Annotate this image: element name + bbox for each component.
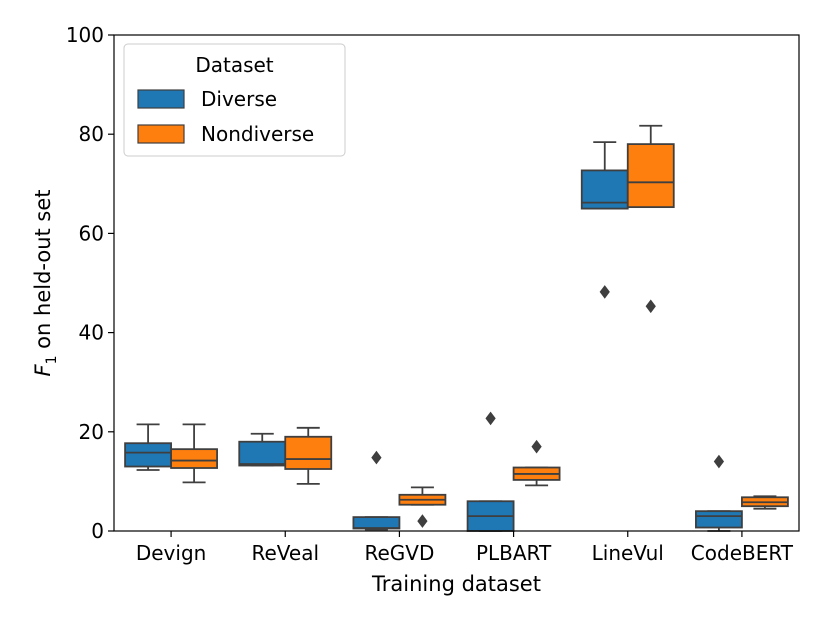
y-tick-label-80: 80 (79, 122, 104, 146)
x-tick-label-devign: Devign (136, 541, 206, 565)
outlier-diverse-plbart-0 (485, 411, 496, 426)
iqr-box-diverse-reveal (238, 440, 287, 467)
legend-label-diverse: Diverse (201, 87, 277, 111)
plot-frame (113, 34, 800, 532)
outlier-diverse-linevul-0 (599, 285, 610, 299)
outlier-nondiverse-plbart-0 (531, 439, 542, 454)
legend-swatch-nondiverse (137, 124, 185, 144)
outlier-nondiverse-linevul-0 (645, 299, 656, 314)
x-axis-label: Training dataset (371, 572, 541, 596)
iqr-box-nondiverse-linevul (626, 143, 675, 209)
iqr-box-diverse-regvd (352, 516, 401, 530)
box-diverse-linevul (580, 141, 629, 299)
legend: Dataset Diverse Nondiverse (123, 43, 346, 157)
x-tick-label-codebert: CodeBERT (691, 541, 794, 565)
legend-label-nondiverse: Nondiverse (201, 122, 314, 146)
box-diverse-regvd (352, 450, 401, 531)
box-nondiverse-reveal (284, 426, 333, 485)
x-tick-label-reveal: ReVeal (251, 541, 319, 565)
box-layer (124, 124, 789, 532)
iqr-box-diverse-devign (124, 442, 172, 468)
y-tick-label-40: 40 (79, 321, 104, 345)
y-tick-label-60: 60 (79, 221, 104, 245)
box-nondiverse-linevul (626, 124, 675, 314)
y-axis-label-var: F (31, 364, 55, 377)
box-nondiverse-codebert (741, 495, 789, 510)
x-tick-label-linevul: LineVul (592, 541, 664, 565)
box-diverse-reveal (238, 432, 287, 467)
x-tick-label-regvd: ReGVD (364, 541, 434, 565)
iqr-box-nondiverse-reveal (284, 435, 333, 470)
y-axis-label-rest: on held-out set (31, 189, 55, 355)
outlier-nondiverse-regvd-0 (417, 514, 428, 528)
y-axis-label-sub: 1 (44, 356, 60, 365)
outlier-diverse-regvd-0 (371, 450, 382, 465)
box-nondiverse-regvd (398, 486, 447, 528)
legend-swatch-diverse (137, 89, 185, 109)
box-diverse-plbart (466, 411, 515, 532)
y-tick-label-0: 0 (91, 519, 104, 543)
y-tick-label-100: 100 (66, 23, 104, 47)
y-axis: 0 20 40 60 80 100 (66, 23, 114, 543)
iqr-box-diverse-codebert (695, 510, 743, 529)
x-tick-label-plbart: PLBART (476, 541, 552, 565)
box-nondiverse-plbart (512, 439, 561, 487)
legend-title: Dataset (195, 53, 273, 77)
y-axis-label: F1 on held-out set (31, 189, 60, 376)
iqr-box-nondiverse-devign (170, 448, 218, 469)
y-tick-label-20: 20 (79, 420, 104, 444)
x-axis: Devign ReVeal ReGVD PLBART LineVul CodeBERT (136, 531, 794, 565)
box-diverse-devign (124, 423, 172, 471)
box-nondiverse-devign (170, 423, 218, 484)
outlier-diverse-codebert-0 (713, 454, 725, 469)
